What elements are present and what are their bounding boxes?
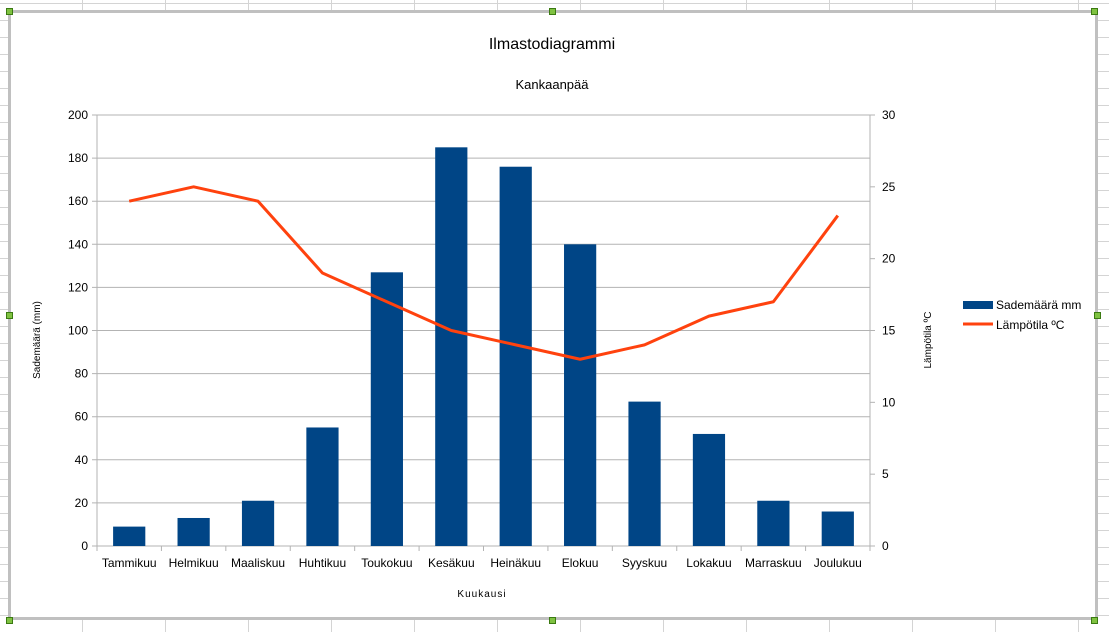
y2-tick-label: 0	[882, 539, 889, 553]
selection-handle[interactable]	[1091, 617, 1098, 624]
bar	[757, 500, 790, 546]
x-tick-label: Tammikuu	[102, 556, 157, 570]
selection-handle[interactable]	[1094, 312, 1101, 319]
selection-handle[interactable]	[6, 617, 13, 624]
selection-handle[interactable]	[1091, 8, 1098, 15]
x-tick-label: Elokuu	[562, 556, 599, 570]
x-tick-label: Heinäkuu	[490, 556, 541, 570]
bar	[370, 272, 403, 546]
y2-tick-label: 30	[882, 108, 896, 122]
chart-subtitle: Kankaanpää	[515, 77, 589, 92]
selection-handle[interactable]	[549, 617, 556, 624]
x-tick-label: Kesäkuu	[428, 556, 475, 570]
y2-tick-label: 5	[882, 467, 889, 481]
bar	[435, 147, 468, 546]
x-tick-label: Toukokuu	[361, 556, 412, 570]
bar	[692, 433, 726, 546]
y-tick-label: 120	[68, 280, 88, 294]
x-tick-label: Lokakuu	[686, 556, 731, 570]
x-tick-label: Huhtikuu	[299, 556, 346, 570]
y2-axis-label: Lämpötila ºC	[923, 311, 934, 368]
y-tick-label: 60	[75, 410, 89, 424]
selection-handle[interactable]	[6, 8, 13, 15]
y-axis-label: Sademäärä (mm)	[32, 301, 43, 379]
y-tick-label: 140	[68, 237, 88, 251]
chart-title: Ilmastodiagrammi	[489, 36, 615, 53]
x-axis-label: Kuukausi	[457, 589, 506, 600]
bar	[113, 526, 146, 546]
bar	[241, 500, 275, 546]
y-tick-label: 160	[68, 194, 88, 208]
y-tick-label: 80	[75, 367, 89, 381]
y-tick-label: 180	[68, 151, 88, 165]
x-tick-label: Joulukuu	[814, 556, 862, 570]
x-tick-label: Syyskuu	[622, 556, 667, 570]
y2-tick-label: 20	[882, 252, 896, 266]
legend-swatch-bar	[963, 301, 993, 309]
bar	[177, 517, 210, 546]
y-tick-label: 0	[81, 539, 88, 553]
temperature-line	[128, 185, 839, 361]
x-tick-label: Helmikuu	[169, 556, 219, 570]
bar	[821, 511, 854, 546]
legend-label-line: Lämpötila ºC	[996, 318, 1065, 332]
y2-tick-label: 10	[882, 395, 896, 409]
bar	[499, 166, 532, 546]
selection-handle[interactable]	[549, 8, 556, 15]
selection-handle[interactable]	[6, 312, 13, 319]
x-tick-label: Marraskuu	[745, 556, 802, 570]
bar	[306, 427, 339, 546]
y-tick-label: 40	[75, 453, 89, 467]
y-tick-label: 20	[75, 496, 89, 510]
y-tick-label: 100	[68, 324, 88, 338]
y2-tick-label: 25	[882, 180, 896, 194]
y2-tick-label: 15	[882, 324, 896, 338]
legend: Sademäärä mm Lämpötila ºC	[963, 298, 1081, 332]
legend-label-bar: Sademäärä mm	[996, 298, 1081, 312]
x-tick-label: Maaliskuu	[231, 556, 285, 570]
bar	[564, 244, 597, 547]
bar	[628, 401, 661, 546]
y-tick-label: 200	[68, 108, 88, 122]
